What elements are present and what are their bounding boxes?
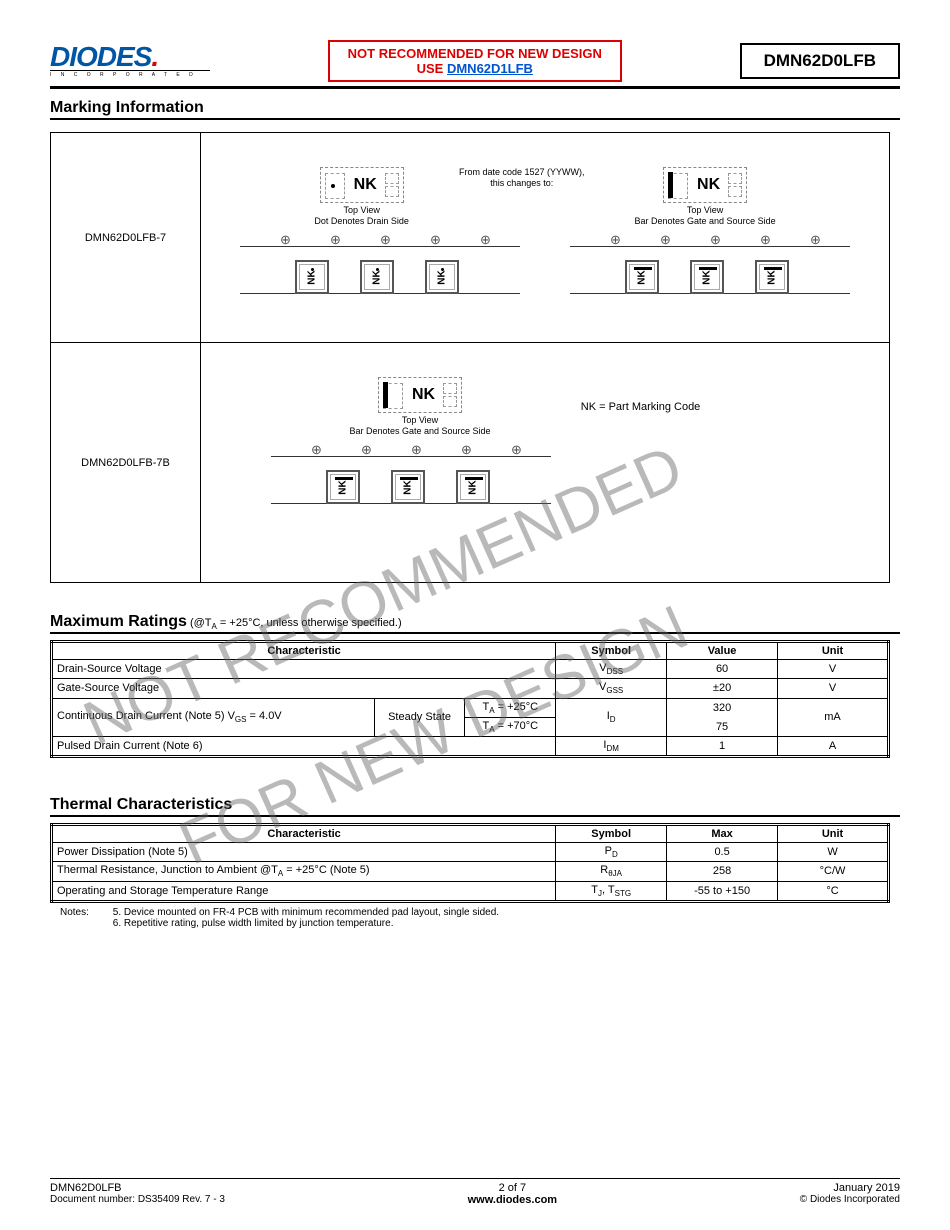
warning-text: NOT RECOMMENDED FOR NEW DESIGN — [348, 46, 602, 61]
part-number-box: DMN62D0LFB — [740, 43, 900, 79]
chip-bar-diagram: NK — [378, 377, 462, 413]
col-unit: Unit — [778, 825, 889, 843]
table-row: Power Dissipation (Note 5) PD 0.5 W — [52, 843, 889, 862]
section-thermal-title: Thermal Characteristics — [50, 796, 900, 817]
col-value: Value — [667, 642, 778, 660]
footer-center: 2 of 7 www.diodes.com — [468, 1182, 557, 1206]
header-divider — [50, 86, 900, 89]
table-row: Continuous Drain Current (Note 5) VGS = … — [52, 698, 889, 717]
nk-code-label: NK = Part Marking Code — [541, 401, 741, 413]
col-characteristic: Characteristic — [52, 825, 556, 843]
diodes-logo: DIODES. I N C O R P O R A T E D — [50, 44, 210, 77]
marking-row2-content: NK Top ViewBar Denotes Gate and Source S… — [201, 343, 890, 583]
chip-caption: Top ViewBar Denotes Gate and Source Side — [635, 205, 776, 227]
footer-left: DMN62D0LFB Document number: DS35409 Rev.… — [50, 1182, 225, 1206]
chip-caption: Top ViewBar Denotes Gate and Source Side — [349, 415, 490, 437]
replacement-link[interactable]: DMN62D1LFB — [447, 61, 533, 76]
table-row: Operating and Storage Temperature Range … — [52, 881, 889, 901]
chip-dot-diagram: NK — [320, 167, 404, 203]
marking-row2-label: DMN62D0LFB-7B — [51, 343, 201, 583]
table-row: Thermal Resistance, Junction to Ambient … — [52, 862, 889, 881]
marking-row1-label: DMN62D0LFB-7 — [51, 133, 201, 343]
col-unit: Unit — [778, 642, 889, 660]
col-characteristic: Characteristic — [52, 642, 556, 660]
warning-box: NOT RECOMMENDED FOR NEW DESIGN USE DMN62… — [328, 40, 622, 82]
reel-diagram-bar: ⊕⊕ ⊕⊕⊕ NK NK NK — [570, 232, 850, 302]
table-header-row: Characteristic Symbol Max Unit — [52, 825, 889, 843]
chip-caption: Top ViewDot Denotes Drain Side — [314, 205, 409, 227]
max-ratings-table: Characteristic Symbol Value Unit Drain-S… — [50, 640, 890, 758]
col-symbol: Symbol — [556, 642, 667, 660]
table-row: Gate-Source Voltage VGSS ±20 V — [52, 679, 889, 698]
date-code-note: From date code 1527 (YYWW),this changes … — [459, 167, 585, 189]
reel-diagram-bar: ⊕⊕ ⊕⊕⊕ NK NK NK — [271, 442, 551, 512]
table-row: Pulsed Drain Current (Note 6) IDM 1 A — [52, 736, 889, 756]
chip-bar-diagram: NK — [663, 167, 747, 203]
marking-row1-content: NK Top ViewDot Denotes Drain Side From d… — [201, 133, 890, 343]
page-header: DIODES. I N C O R P O R A T E D NOT RECO… — [50, 40, 900, 82]
table-row: Drain-Source Voltage VDSS 60 V — [52, 660, 889, 679]
section-max-ratings-title: Maximum Ratings (@TA = +25°C, unless oth… — [50, 613, 900, 634]
logo-text: DIODES. — [50, 44, 158, 69]
warning-use-line: USE DMN62D1LFB — [348, 61, 602, 76]
footer-right: January 2019 © Diodes Incorporated — [800, 1182, 900, 1206]
notes-block: Notes: 5. Device mounted on FR-4 PCB wit… — [50, 907, 900, 929]
table-header-row: Characteristic Symbol Value Unit — [52, 642, 889, 660]
page-footer: DMN62D0LFB Document number: DS35409 Rev.… — [50, 1178, 900, 1206]
col-max: Max — [667, 825, 778, 843]
section-marking-title: Marking Information — [50, 99, 900, 120]
reel-diagram-dot: ⊕⊕ ⊕⊕⊕ NK NK NK — [240, 232, 520, 302]
logo-subtitle: I N C O R P O R A T E D — [50, 70, 210, 78]
thermal-table: Characteristic Symbol Max Unit Power Dis… — [50, 823, 890, 903]
website-link[interactable]: www.diodes.com — [468, 1194, 557, 1206]
col-symbol: Symbol — [556, 825, 667, 843]
marking-info-table: DMN62D0LFB-7 NK Top ViewDot Denotes Drai… — [50, 132, 890, 583]
